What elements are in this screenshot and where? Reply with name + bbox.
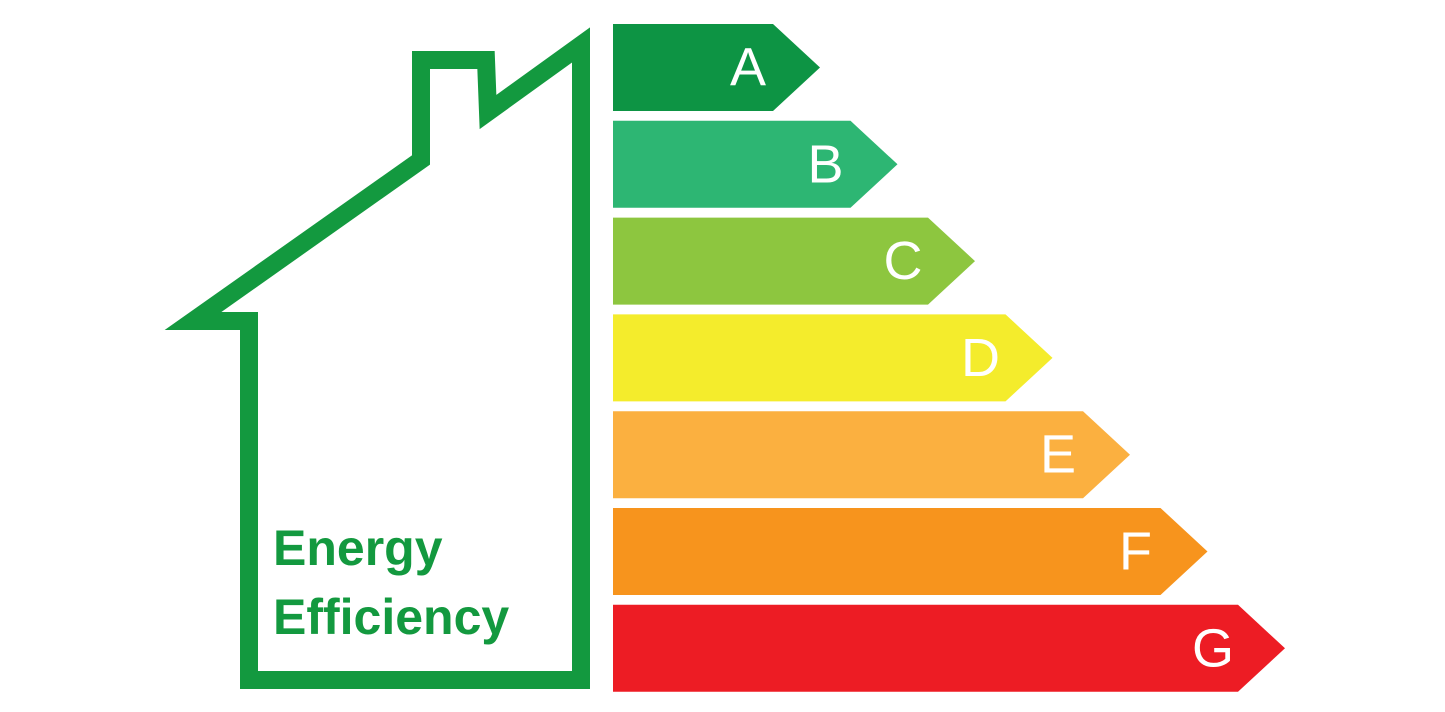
rating-letter: C [884, 231, 923, 291]
rating-letter: F [1119, 522, 1152, 582]
rating-bar [613, 604, 1285, 692]
rating-bar [613, 24, 820, 111]
rating-letter: G [1192, 618, 1234, 678]
label-line: Energy [273, 520, 443, 576]
label-line: Efficiency [273, 589, 509, 645]
rating-letter: D [961, 328, 1000, 388]
rating-letter: E [1040, 425, 1076, 485]
rating-bar [613, 217, 975, 305]
rating-bar [613, 411, 1130, 499]
rating-bar [613, 120, 898, 208]
rating-bar [613, 508, 1208, 595]
rating-bar [613, 314, 1053, 402]
house-outline [164, 27, 590, 689]
rating-letter: A [730, 38, 766, 98]
rating-letter: B [807, 134, 843, 194]
